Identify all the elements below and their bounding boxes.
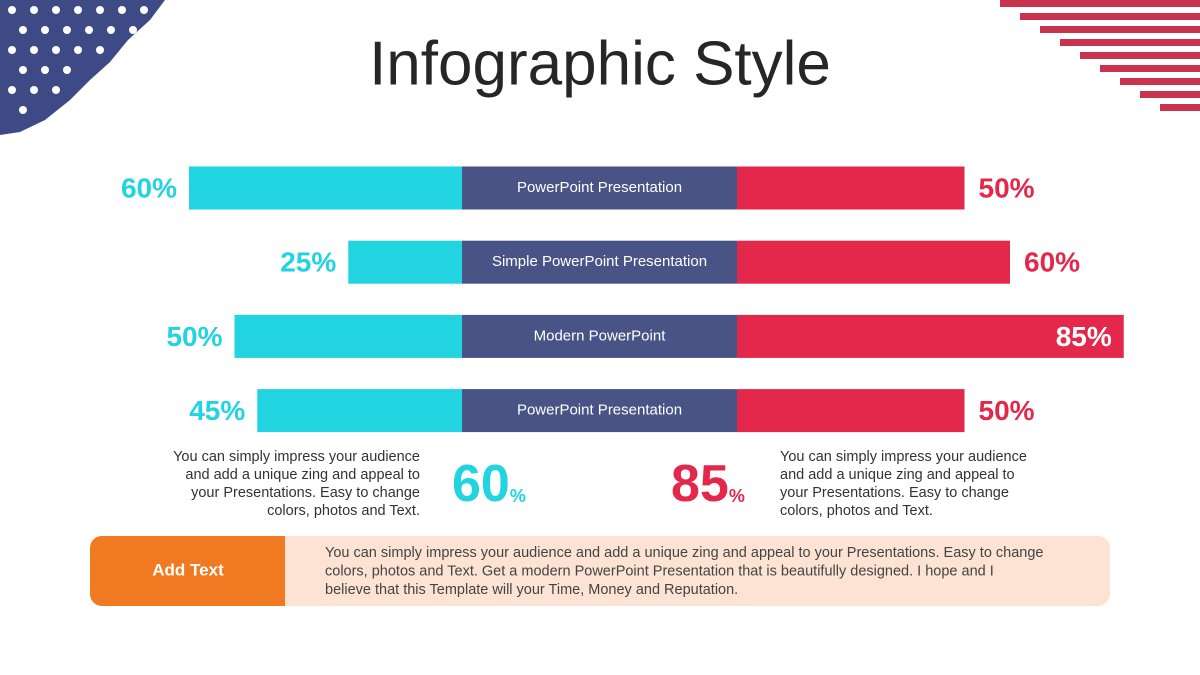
left-bar: [348, 240, 462, 284]
stat: 60%: [452, 455, 526, 513]
callout-line: believe that this Template will your Tim…: [325, 582, 738, 598]
category-label: Modern PowerPoint: [534, 327, 667, 344]
left-value-label: 45%: [189, 395, 245, 426]
callout-line: You can simply impress your audience and…: [325, 545, 1044, 561]
category-box: [462, 240, 737, 284]
left-note-line: colors, photos and Text.: [267, 503, 420, 519]
right-value-label: 60%: [1024, 247, 1080, 278]
category-box: [462, 166, 737, 210]
right-value-label: 50%: [979, 172, 1035, 203]
left-value-label: 50%: [166, 321, 222, 352]
title: Infographic Style: [369, 29, 831, 98]
flag-left: [0, 0, 165, 135]
left-note-line: your Presentations. Easy to change: [191, 485, 420, 501]
right-value-label: 50%: [979, 395, 1035, 426]
category-box: [462, 389, 737, 433]
left-bar: [189, 166, 462, 210]
right-bar: [737, 240, 1010, 284]
notes: You can simply impress your audience and …: [173, 449, 1027, 519]
category-label: PowerPoint Presentation: [517, 179, 682, 196]
callout-tab: [90, 536, 285, 606]
right-bar: [737, 166, 965, 210]
callout-box: [90, 536, 1110, 606]
stat-unit: %: [510, 486, 526, 506]
left-bar: [234, 314, 462, 358]
butterfly-chart: PowerPoint Presentation 60% 50% Simple Powe…: [121, 166, 1124, 433]
callout-label: Add Text: [152, 560, 224, 579]
category-label: PowerPoint Presentation: [517, 402, 682, 419]
left-value-label: 25%: [280, 247, 336, 278]
right-value-label: 85%: [1056, 321, 1112, 352]
flag-right: [990, 0, 1200, 120]
right-note-line: You can simply impress your audience: [780, 449, 1027, 465]
category-label: Simple PowerPoint Presentation: [492, 253, 707, 270]
stat-number: 60: [452, 455, 510, 513]
right-bar: [737, 389, 965, 433]
right-note-line: colors, photos and Text.: [780, 503, 933, 519]
right-bar: [737, 314, 1124, 358]
right-note-line: and add a unique zing and appeal to: [780, 467, 1015, 483]
left-value-label: 60%: [121, 172, 177, 203]
left-note-line: You can simply impress your audience: [173, 449, 420, 465]
category-box: [462, 314, 737, 358]
right-note-line: your Presentations. Easy to change: [780, 485, 1009, 501]
stat-number: 85: [671, 455, 729, 513]
callout-line: colors, photos and Text. Get a modern Po…: [325, 563, 994, 579]
left-bar: [257, 389, 462, 433]
stat-unit: %: [729, 486, 745, 506]
left-note-line: and add a unique zing and appeal to: [185, 467, 420, 483]
stat: 85%: [671, 455, 745, 513]
